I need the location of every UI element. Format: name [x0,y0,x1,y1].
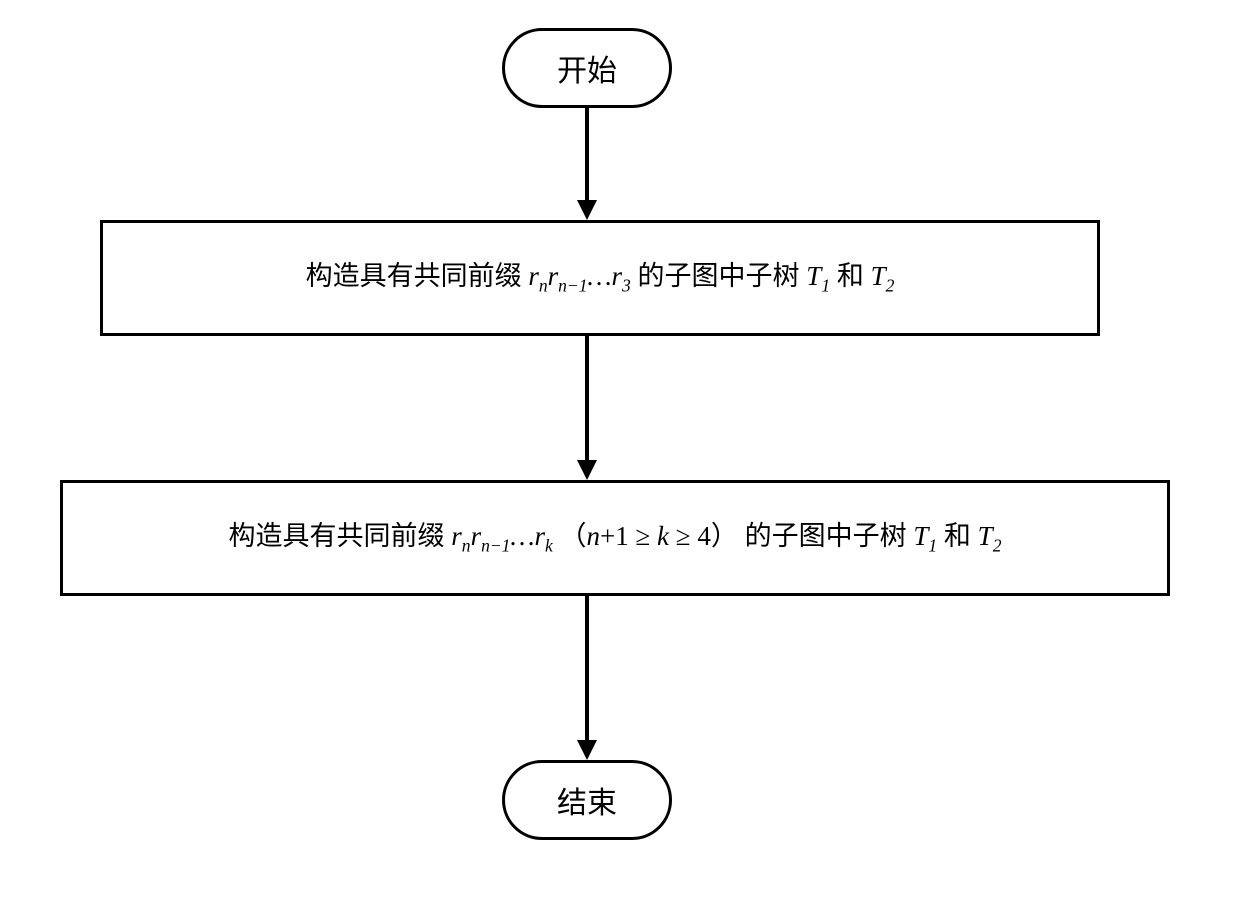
start-label: 开始 [557,46,617,90]
step2-t1: T1 [913,521,937,551]
step1-t1: T1 [806,261,830,291]
step1-text: 构造具有共同前缀 rnrn−1…r3 的子图中子树 T1 和 T2 [306,258,895,298]
step1-prefix-text: 构造具有共同前缀 [306,261,529,291]
step2-mid-text: 的子图中子树 [745,521,914,551]
step1-mid-text: 的子图中子树 [638,261,807,291]
edge-start-step1 [585,108,589,200]
step1-node: 构造具有共同前缀 rnrn−1…r3 的子图中子树 T1 和 T2 [100,220,1100,336]
step2-range: （n+1 ≥ k ≥ 4） [560,521,738,551]
step2-and: 和 [944,521,978,551]
edge-step2-end [585,596,589,740]
step2-node: 构造具有共同前缀 rnrn−1…rk （n+1 ≥ k ≥ 4） 的子图中子树 … [60,480,1170,596]
step1-seq: rnrn−1…r3 [528,261,630,291]
start-node: 开始 [502,28,672,108]
end-label: 结束 [557,778,617,822]
end-node: 结束 [502,760,672,840]
edge-step2-end-head [577,740,597,760]
edge-step1-step2 [585,336,589,460]
step1-and: 和 [837,261,871,291]
flowchart-canvas: 开始 构造具有共同前缀 rnrn−1…r3 的子图中子树 T1 和 T2 构造具… [0,0,1240,902]
edge-start-step1-head [577,200,597,220]
step2-prefix-text: 构造具有共同前缀 [229,521,452,551]
step2-t2: T2 [978,521,1002,551]
step2-seq: rnrn−1…rk [451,521,552,551]
step2-text: 构造具有共同前缀 rnrn−1…rk （n+1 ≥ k ≥ 4） 的子图中子树 … [229,518,1002,558]
edge-step1-step2-head [577,460,597,480]
step1-t2: T2 [871,261,895,291]
